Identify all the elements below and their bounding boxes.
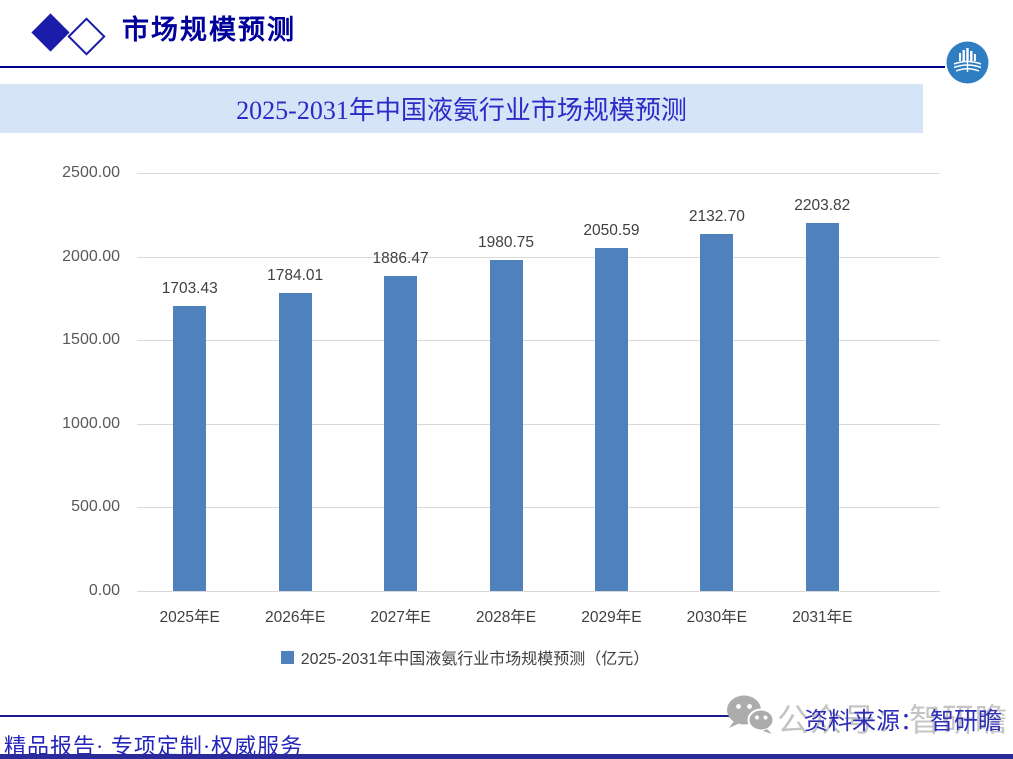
chart-legend: 2025-2031年中国液氨行业市场规模预测（亿元） <box>0 645 930 669</box>
y-tick-label: 1500.00 <box>62 331 120 349</box>
y-tick-label: 500.00 <box>71 498 120 516</box>
bar-value-label: 1703.43 <box>161 280 218 298</box>
diamond-outline-icon <box>67 17 106 56</box>
bar <box>594 248 628 591</box>
gridline <box>137 173 940 174</box>
bar-value-label: 2203.82 <box>794 196 851 214</box>
bar <box>173 306 207 591</box>
gridline <box>137 340 940 342</box>
x-tick-label: 2027年E <box>370 609 431 626</box>
x-tick-label: 2026年E <box>264 609 326 626</box>
gridline <box>137 591 940 592</box>
y-tick-label: 2500.00 <box>62 164 120 181</box>
bar-value-label: 2050.59 <box>583 222 640 240</box>
bar-value-label: 1980.75 <box>477 233 535 251</box>
wechat-icon <box>727 695 775 734</box>
section-title: 市场规模预测 <box>122 15 296 45</box>
gridline <box>137 256 940 258</box>
bar <box>489 259 523 591</box>
legend-swatch-icon <box>280 650 294 664</box>
footer-divider <box>0 715 768 717</box>
y-tick-label: 2000.00 <box>62 247 120 265</box>
x-tick-label: 2030年E <box>686 609 747 626</box>
chart-title: 2025-2031年中国液氨行业市场规模预测 <box>236 96 687 125</box>
x-tick-label: 2028年E <box>475 609 537 626</box>
bar <box>384 275 418 591</box>
bar <box>700 234 734 591</box>
bar-value-label: 1784.01 <box>267 266 324 284</box>
chart-title-banner: 2025-2031年中国液氨行业市场规模预测 <box>0 84 923 133</box>
header-divider <box>0 66 945 68</box>
plot-area: 2500.00 2000.00 1500.00 1000.00 500.00 0.00 17… <box>62 164 940 626</box>
watermark-text: 公众号：智研瞻 <box>777 702 1009 738</box>
y-tick-label: 1000.00 <box>62 414 120 432</box>
zhiyanzhan-logo-icon <box>946 41 989 84</box>
bar <box>278 292 312 591</box>
bar-value-label: 2132.70 <box>688 208 745 226</box>
gridline <box>137 507 940 509</box>
diamond-filled-icon <box>31 13 70 52</box>
bottom-bar <box>0 754 1013 759</box>
bars-area: 1703.43 2025年E 1784.01 2026年E 1886.47 2027年E 1… <box>137 173 875 626</box>
y-tick-label: 0.00 <box>88 582 120 599</box>
source-text: 资料来源： 智研瞻 <box>804 709 1002 735</box>
bar-value-label: 1886.47 <box>372 249 429 267</box>
bar <box>805 222 839 591</box>
gridline <box>137 423 940 425</box>
x-tick-label: 2031年E <box>792 609 853 626</box>
x-tick-label: 2025年E <box>159 609 220 626</box>
x-tick-label: 2029年E <box>581 609 642 626</box>
legend-label: 2025-2031年中国液氨行业市场规模预测（亿元） <box>300 651 650 668</box>
